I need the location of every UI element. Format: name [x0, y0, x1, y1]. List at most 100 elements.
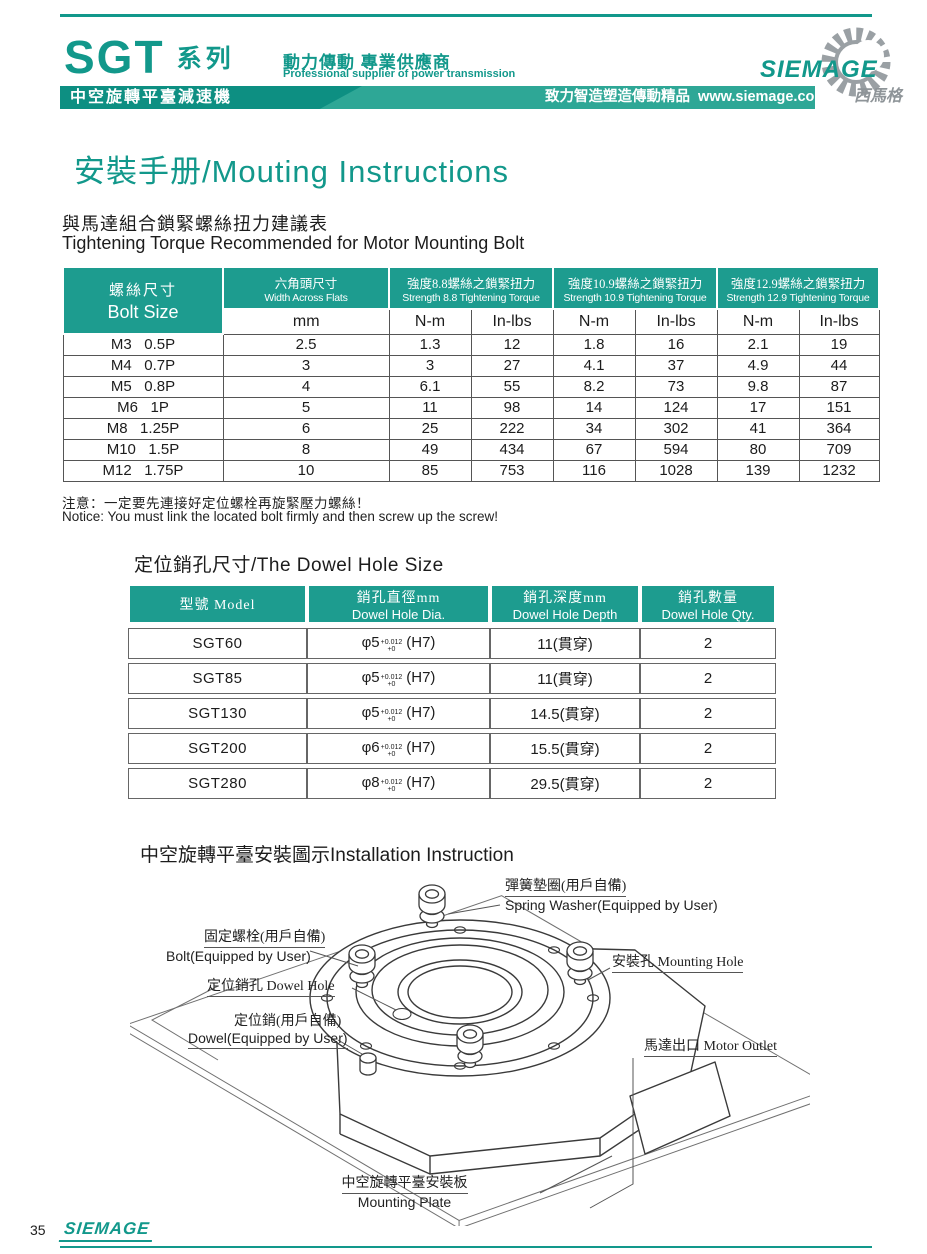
label-motor-outlet: 馬達出口 Motor Outlet — [644, 1037, 777, 1057]
dowel-dia-value: φ5 +0.012 +0 (H7) — [307, 663, 490, 694]
page-number: 35 — [30, 1222, 46, 1238]
model-value: SGT200 — [128, 733, 307, 764]
torque-table: 螺絲尺寸 Bolt Size 六角頭尺寸 Width Across Flats … — [62, 266, 881, 482]
banner-right-segment — [312, 86, 815, 109]
dowel-table-row: SGT85 φ5 +0.012 +0 (H7) 11(貫穿) 2 — [128, 663, 776, 694]
bolt-size-value: M5 0.8P — [62, 375, 224, 398]
series-suffix: 系列 — [176, 45, 235, 73]
torque-value: 139 — [716, 459, 800, 482]
bolt-size-value: M12 1.75P — [62, 459, 224, 482]
header-top-rule — [60, 14, 872, 17]
width-across-flats-value: 6 — [222, 417, 390, 440]
dowel-table-body: SGT60 φ5 +0.012 +0 (H7) 11(貫穿) 2 SGT85 φ5 +0.012 +… — [128, 628, 776, 799]
dowel-dia-value: φ6 +0.012 +0 (H7) — [307, 733, 490, 764]
model-value: SGT85 — [128, 663, 307, 694]
torque-value: 17 — [716, 396, 800, 419]
torque-value: 2.1 — [716, 333, 800, 356]
dowel-table-row: SGT280 φ8 +0.012 +0 (H7) 29.5(貫穿) 2 — [128, 768, 776, 799]
flange-holes-drawing — [320, 926, 600, 1070]
dowel-table-row: SGT200 φ6 +0.012 +0 (H7) 15.5(貫穿) 2 — [128, 733, 776, 764]
dowel-dia-value: φ5 +0.012 +0 (H7) — [307, 628, 490, 659]
bolt-left — [348, 944, 376, 989]
torque-value: 8.2 — [552, 375, 636, 398]
width-across-flats-value: 8 — [222, 438, 390, 461]
torque-value: 4.1 — [552, 354, 636, 377]
torque-table-row: M4 0.7P 3 3 27 4.1 37 4.9 44 — [62, 354, 880, 377]
col-dowel-depth: 銷孔深度mm Dowel Hole Depth — [490, 584, 640, 624]
torque-value: 85 — [388, 459, 472, 482]
torque-value: 55 — [470, 375, 554, 398]
dowel-depth-value: 15.5(貫穿) — [490, 733, 640, 764]
col-group-strength-10-9: 強度10.9螺絲之鎖緊扭力 Strength 10.9 Tightening T… — [552, 266, 719, 310]
width-across-flats-value: 5 — [222, 396, 390, 419]
bolt-size-value: M10 1.5P — [62, 438, 224, 461]
width-across-flats-value: 10 — [222, 459, 390, 482]
col-dowel-qty: 銷孔數量 Dowel Hole Qty. — [640, 584, 776, 624]
installation-section-title: 中空旋轉平臺安裝圖示Installation Instruction — [140, 845, 514, 866]
dowel-qty-value: 2 — [640, 698, 776, 729]
col-group-strength-12-9: 強度12.9螺絲之鎖緊扭力 Strength 12.9 Tightening T… — [716, 266, 881, 310]
bolt-size-value: M8 1.25P — [62, 417, 224, 440]
footer-logo: SIEMAGE — [58, 1219, 155, 1242]
unit-nm: N-m — [388, 308, 472, 335]
bolt-top — [418, 884, 446, 929]
torque-value: 709 — [798, 438, 880, 461]
torque-value: 41 — [716, 417, 800, 440]
slogan-cn: 動力傳動 專業供應商 — [283, 53, 451, 72]
dowel-qty-value: 2 — [640, 663, 776, 694]
dowel-table-row: SGT130 φ5 +0.012 +0 (H7) 14.5(貫穿) 2 — [128, 698, 776, 729]
torque-value: 11 — [388, 396, 472, 419]
dowel-depth-value: 14.5(貫穿) — [490, 698, 640, 729]
torque-value: 80 — [716, 438, 800, 461]
flange-rings-drawing — [309, 919, 611, 1077]
torque-title-cn: 與馬達組合鎖緊螺絲扭力建議表 — [62, 214, 328, 234]
torque-value: 116 — [552, 459, 636, 482]
dowel-pin-drawing — [359, 1052, 377, 1076]
notice-cn: 注意：一定要先連接好定位螺栓再旋緊壓力螺絲！ — [62, 496, 370, 511]
torque-value: 37 — [634, 354, 718, 377]
col-bolt-size: 螺絲尺寸 Bolt Size — [62, 266, 224, 335]
torque-table-row: M3 0.5P 2.5 1.3 12 1.8 16 2.1 19 — [62, 333, 880, 356]
model-value: SGT130 — [128, 698, 307, 729]
torque-value: 1.3 — [388, 333, 472, 356]
dowel-qty-value: 2 — [640, 628, 776, 659]
bolt-size-value: M3 0.5P — [62, 333, 224, 356]
torque-value: 25 — [388, 417, 472, 440]
dowel-table-row: SGT60 φ5 +0.012 +0 (H7) 11(貫穿) 2 — [128, 628, 776, 659]
torque-value: 19 — [798, 333, 880, 356]
col-model: 型號 Model — [128, 584, 307, 624]
col-width-across-flats: 六角頭尺寸 Width Across Flats — [222, 266, 390, 310]
unit-nm: N-m — [716, 308, 800, 335]
dowel-qty-value: 2 — [640, 768, 776, 799]
col-dowel-dia: 銷孔直徑mm Dowel Hole Dia. — [307, 584, 490, 624]
unit-nm: N-m — [552, 308, 636, 335]
col-group-strength-8-8: 強度8.8螺絲之鎖緊扭力 Strength 8.8 Tightening Tor… — [387, 266, 555, 310]
torque-value: 124 — [634, 396, 718, 419]
dowel-depth-value: 29.5(貫穿) — [490, 768, 640, 799]
torque-value: 73 — [634, 375, 718, 398]
torque-value: 34 — [552, 417, 636, 440]
unit-inlbs: In-lbs — [634, 308, 718, 335]
width-across-flats-value: 3 — [222, 354, 390, 377]
dowel-table: 型號 Model 銷孔直徑mm Dowel Hole Dia. 銷孔深度mm D… — [128, 580, 776, 803]
label-spring-washer: 彈簧墊圈(用戶自備) Spring Washer(Equipped by Use… — [505, 879, 718, 913]
page-title: 安裝手册/Mouting Instructions — [74, 154, 510, 189]
torque-value: 222 — [470, 417, 554, 440]
footer-bottom-rule — [60, 1246, 872, 1248]
series-logo: SGT 系列 — [64, 34, 235, 80]
label-mounting-plate: 中空旋轉平臺安裝板 Mounting Plate — [341, 1176, 468, 1210]
torque-value: 4.9 — [716, 354, 800, 377]
unit-mm: mm — [222, 308, 390, 335]
bolt-front — [456, 1024, 484, 1069]
width-across-flats-value: 2.5 — [222, 333, 390, 356]
torque-value: 1028 — [634, 459, 718, 482]
bolt-right — [566, 941, 594, 986]
logo-cn: 西馬格 — [854, 88, 903, 105]
torque-value: 12 — [470, 333, 554, 356]
torque-value: 151 — [798, 396, 880, 419]
dowel-depth-value: 11(貫穿) — [490, 663, 640, 694]
series-name: SGT — [64, 31, 165, 83]
torque-value: 434 — [470, 438, 554, 461]
installation-diagram — [130, 884, 810, 1226]
notice-en: Notice: You must link the located bolt f… — [62, 509, 498, 524]
